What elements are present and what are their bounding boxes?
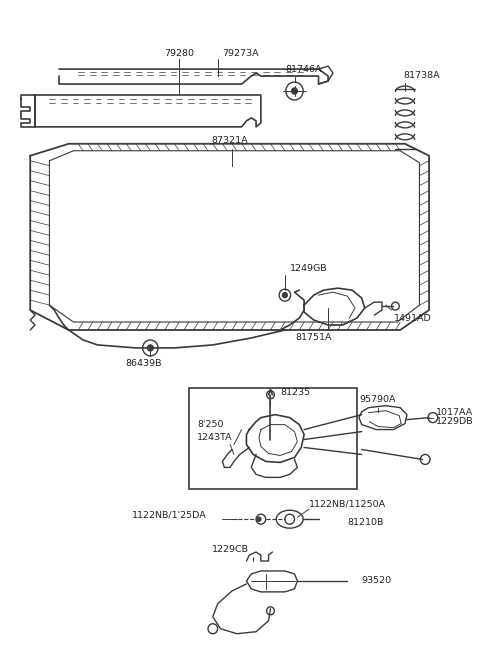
Text: 81235: 81235 xyxy=(280,388,310,397)
Text: 81210B: 81210B xyxy=(348,518,384,527)
Circle shape xyxy=(283,292,288,298)
Circle shape xyxy=(257,517,261,521)
Text: 93520: 93520 xyxy=(362,576,392,585)
Text: 1229DB: 1229DB xyxy=(436,417,473,426)
Text: 79280: 79280 xyxy=(164,49,194,58)
Circle shape xyxy=(147,345,153,351)
Text: 81746A: 81746A xyxy=(285,64,322,74)
Text: 1491AD: 1491AD xyxy=(394,313,431,323)
Text: 95790A: 95790A xyxy=(360,396,396,404)
Text: 1249GB: 1249GB xyxy=(290,263,327,273)
Circle shape xyxy=(292,88,298,94)
Text: 86439B: 86439B xyxy=(125,359,162,369)
Text: 87321A: 87321A xyxy=(212,136,249,145)
Bar xyxy=(189,388,357,489)
Text: 1229CB: 1229CB xyxy=(212,545,249,554)
Text: 1017AA: 1017AA xyxy=(436,408,473,417)
Text: 1122NB/11250A: 1122NB/11250A xyxy=(309,500,386,509)
Text: 81738A: 81738A xyxy=(403,70,440,79)
Text: 79273A: 79273A xyxy=(222,49,259,58)
Text: 8'250: 8'250 xyxy=(198,420,224,429)
Text: 1122NB/1'25DA: 1122NB/1'25DA xyxy=(132,510,207,520)
Text: 81751A: 81751A xyxy=(296,334,332,342)
Text: 1243TA: 1243TA xyxy=(197,433,232,442)
